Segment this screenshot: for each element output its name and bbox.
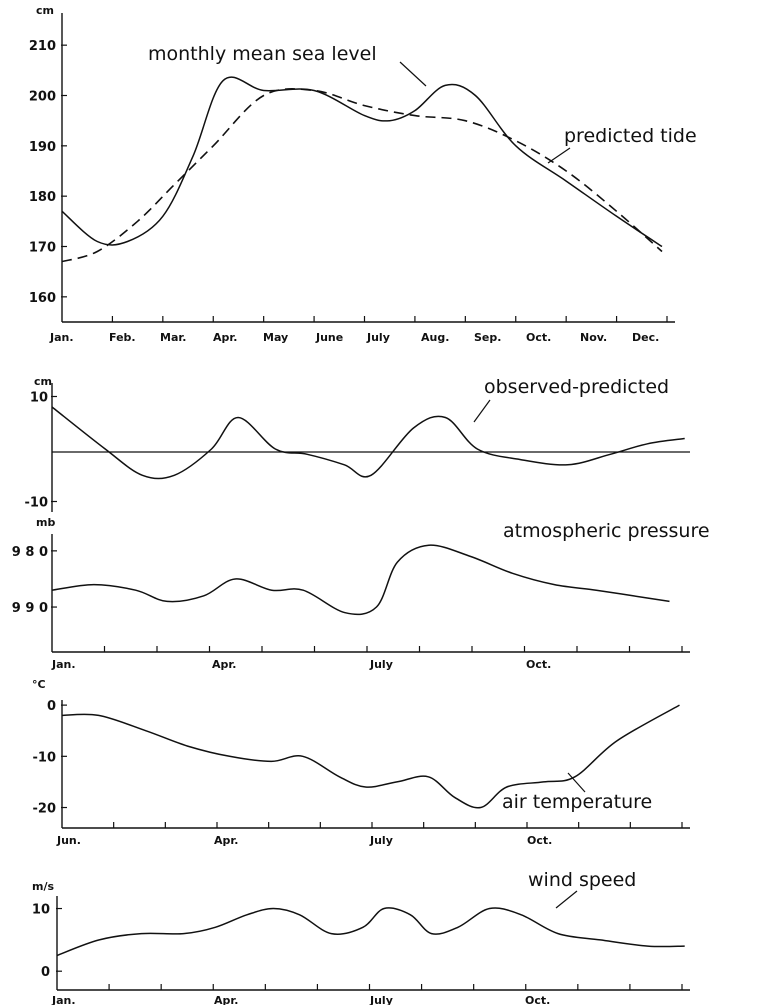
panel-observed-predicted: cm 10 -10 observed-predicted xyxy=(25,375,690,512)
x-tick-label: Oct. xyxy=(527,834,552,847)
x-tick-label: Dec. xyxy=(632,331,659,344)
x-tick-label: Oct. xyxy=(526,658,551,671)
y-tick-label: 200 xyxy=(29,90,56,105)
x-tick-label: May xyxy=(263,331,288,344)
observed-predicted-y-ticks: 10 -10 xyxy=(25,391,57,511)
annotation-monthly-mean-sea-level: monthly mean sea level xyxy=(148,43,377,65)
y-tick-label: -10 xyxy=(33,750,57,765)
panel-atmospheric-pressure: mb 9 8 0 9 9 0 Jan. Apr. July Oct. atmospher… xyxy=(12,516,710,671)
leader-predicted-tide xyxy=(547,147,571,164)
x-tick-label: Mar. xyxy=(160,331,186,344)
temperature-series xyxy=(61,704,680,809)
panel-sea-level: cm 160 170 180 190 200 210 Jan. Feb. Mar. Apr. Ma… xyxy=(29,4,697,344)
observed-predicted-series xyxy=(51,406,685,480)
annotation-air-temperature: air temperature xyxy=(502,791,652,813)
y-tick-label: 0 xyxy=(47,699,56,714)
series-line xyxy=(56,907,685,957)
series-line xyxy=(61,704,680,809)
wind-unit-label: m/s xyxy=(32,880,54,893)
y-tick-label: 0 xyxy=(41,965,50,980)
x-tick-label: July xyxy=(369,834,393,847)
y-tick-label: 170 xyxy=(29,241,56,256)
annotation-wind-speed: wind speed xyxy=(528,869,636,891)
series-line xyxy=(61,76,663,248)
y-tick-label: 10 xyxy=(32,903,50,918)
wind-x-axis: Jan. Apr. July Oct. xyxy=(51,984,690,1005)
panel-wind-speed: m/s 10 0 Jan. Apr. July Oct. wind speed xyxy=(32,869,690,1005)
x-tick-label: Apr. xyxy=(214,834,238,847)
leader-air-temperature xyxy=(567,772,586,793)
annotation-atmospheric-pressure: atmospheric pressure xyxy=(503,520,710,542)
x-tick-label: Jan. xyxy=(51,994,76,1005)
sea-level-unit-label: cm xyxy=(36,4,54,17)
temperature-x-axis: Jun. Apr. July Oct. xyxy=(56,822,690,847)
y-tick-label: 9 8 0 xyxy=(12,545,48,560)
x-tick-label: Jun. xyxy=(56,834,81,847)
y-tick-label: 9 9 0 xyxy=(12,601,48,616)
pressure-y-ticks: 9 8 0 9 9 0 xyxy=(12,545,57,616)
x-tick-label: Sep. xyxy=(474,331,501,344)
x-tick-label: Nov. xyxy=(580,331,607,344)
x-tick-label: Feb. xyxy=(109,331,136,344)
sea-level-x-axis: Jan. Feb. Mar. Apr. May June July Aug. Sep. Oct. N… xyxy=(49,316,675,344)
x-tick-label: Jan. xyxy=(51,658,76,671)
series-line xyxy=(51,544,670,616)
pressure-x-axis: Jan. Apr. July Oct. xyxy=(51,646,690,671)
x-tick-label: July xyxy=(366,331,390,344)
temperature-y-ticks: 0 -10 -20 xyxy=(33,699,67,817)
y-tick-label: 190 xyxy=(29,140,56,155)
y-tick-label: 160 xyxy=(29,291,56,306)
x-tick-label: Apr. xyxy=(213,331,237,344)
x-tick-label: June xyxy=(315,331,343,344)
x-tick-label: Apr. xyxy=(212,658,236,671)
y-tick-label: -10 xyxy=(25,496,49,511)
pressure-series xyxy=(51,544,670,616)
annotation-predicted-tide: predicted tide xyxy=(564,125,697,147)
x-tick-label: July xyxy=(369,658,393,671)
panel-air-temperature: °C 0 -10 -20 Jun. Apr. July Oct. air temperat… xyxy=(32,678,690,847)
x-tick-label: Oct. xyxy=(525,994,550,1005)
y-tick-label: -20 xyxy=(33,802,57,817)
series-line xyxy=(51,406,685,480)
y-tick-label: 10 xyxy=(30,391,48,406)
wind-series xyxy=(56,907,685,957)
pressure-unit-label: mb xyxy=(36,516,55,529)
x-tick-label: Jan. xyxy=(49,331,74,344)
x-tick-label: July xyxy=(369,994,393,1005)
wind-y-ticks: 10 0 xyxy=(32,903,62,980)
y-tick-label: 180 xyxy=(29,190,56,205)
leader-wind-speed xyxy=(555,890,578,909)
annotation-observed-predicted: observed-predicted xyxy=(484,376,669,398)
sea-level-y-ticks: 160 170 180 190 200 210 xyxy=(29,39,67,306)
x-tick-label: Apr. xyxy=(214,994,238,1005)
x-tick-label: Oct. xyxy=(526,331,551,344)
series-line xyxy=(61,88,663,263)
observed-predicted-unit-label: cm xyxy=(34,375,52,388)
y-tick-label: 210 xyxy=(29,39,56,54)
x-tick-label: Aug. xyxy=(421,331,449,344)
temperature-unit-label: °C xyxy=(32,678,46,691)
sea-level-series xyxy=(61,76,663,263)
leader-monthly-mean-sea-level xyxy=(399,61,427,87)
leader-observed-predicted xyxy=(473,399,491,423)
